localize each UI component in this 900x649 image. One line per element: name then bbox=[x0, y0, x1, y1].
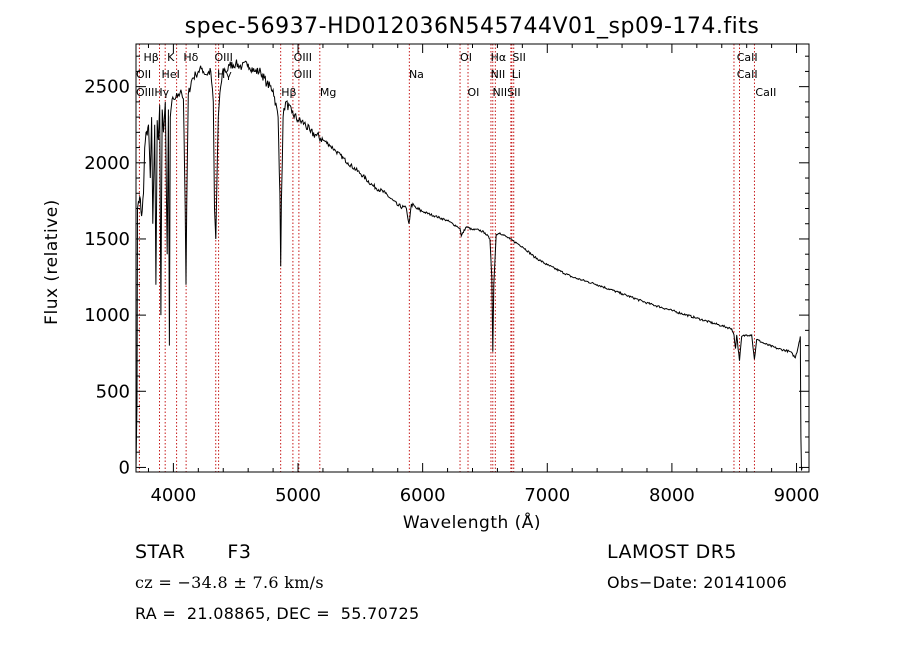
marker-label: OI bbox=[460, 51, 472, 64]
y-tick-label: 2500 bbox=[84, 77, 130, 98]
plot-frame bbox=[135, 43, 810, 473]
subclass: F3 bbox=[227, 541, 252, 563]
marker-label: Mg bbox=[320, 86, 336, 99]
marker-label: Li bbox=[512, 68, 521, 81]
marker-label: Hγ bbox=[217, 68, 232, 81]
star-type: STAR bbox=[135, 541, 186, 563]
redshift-label: cz = −34.8 ± 7.6 km/s bbox=[135, 573, 324, 592]
y-axis-label: Flux (relative) bbox=[42, 199, 62, 325]
x-tick-label: 5000 bbox=[275, 485, 321, 506]
marker-label: OIIIHγ bbox=[136, 86, 170, 99]
x-axis-label: Wavelength (Å) bbox=[403, 511, 541, 533]
spectrum-line bbox=[135, 59, 803, 471]
y-tick-label: 0 bbox=[119, 457, 130, 478]
x-tick-label: 7000 bbox=[524, 485, 570, 506]
obs-date-label: Obs−Date: 20141006 bbox=[607, 573, 788, 592]
marker-label: Na bbox=[409, 68, 424, 81]
x-tick-label: 4000 bbox=[150, 485, 196, 506]
marker-label: Hα bbox=[491, 51, 507, 64]
marker-label: SII bbox=[512, 51, 525, 64]
marker-label: OIII bbox=[215, 51, 233, 64]
x-tick-label: 8000 bbox=[649, 485, 695, 506]
marker-label: Hβ bbox=[143, 51, 158, 64]
survey-label: LAMOST DR5 bbox=[607, 541, 737, 563]
axis-ticks: 4000 5000 6000 7000 8000 9000 0 500 1000 1500 2000… bbox=[84, 44, 819, 506]
x-tick-label: 9000 bbox=[774, 485, 820, 506]
marker-label: HeI bbox=[162, 68, 180, 81]
marker-label: OI bbox=[468, 86, 480, 99]
marker-label: Hβ bbox=[281, 86, 296, 99]
marker-label: NIISII bbox=[492, 86, 520, 99]
marker-label: OII bbox=[136, 68, 151, 81]
marker-label: K bbox=[167, 51, 175, 64]
marker-label: OIII bbox=[294, 51, 312, 64]
object-class: STAR F3 bbox=[135, 541, 251, 563]
x-tick-label: 6000 bbox=[400, 485, 446, 506]
line-marker-labels: Hβ K Hδ OIII OIII OI Hα SII CaII OII HeI Hγ OIII Na NI… bbox=[136, 51, 776, 99]
coordinates-label: RA = 21.08865, DEC = 55.70725 bbox=[135, 604, 420, 623]
marker-label: OIII bbox=[294, 68, 312, 81]
y-tick-label: 1500 bbox=[84, 229, 130, 250]
marker-label: NII bbox=[491, 68, 506, 81]
chart-title: spec-56937-HD012036N545744V01_sp09-174.f… bbox=[185, 14, 760, 39]
marker-label: CaII bbox=[737, 51, 758, 64]
y-tick-label: 500 bbox=[96, 381, 130, 402]
line-markers bbox=[138, 44, 755, 472]
marker-label: CaII bbox=[755, 86, 776, 99]
y-tick-label: 2000 bbox=[84, 153, 130, 174]
y-tick-label: 1000 bbox=[84, 305, 130, 326]
marker-label: CaII bbox=[737, 68, 758, 81]
marker-label: Hδ bbox=[183, 51, 198, 64]
